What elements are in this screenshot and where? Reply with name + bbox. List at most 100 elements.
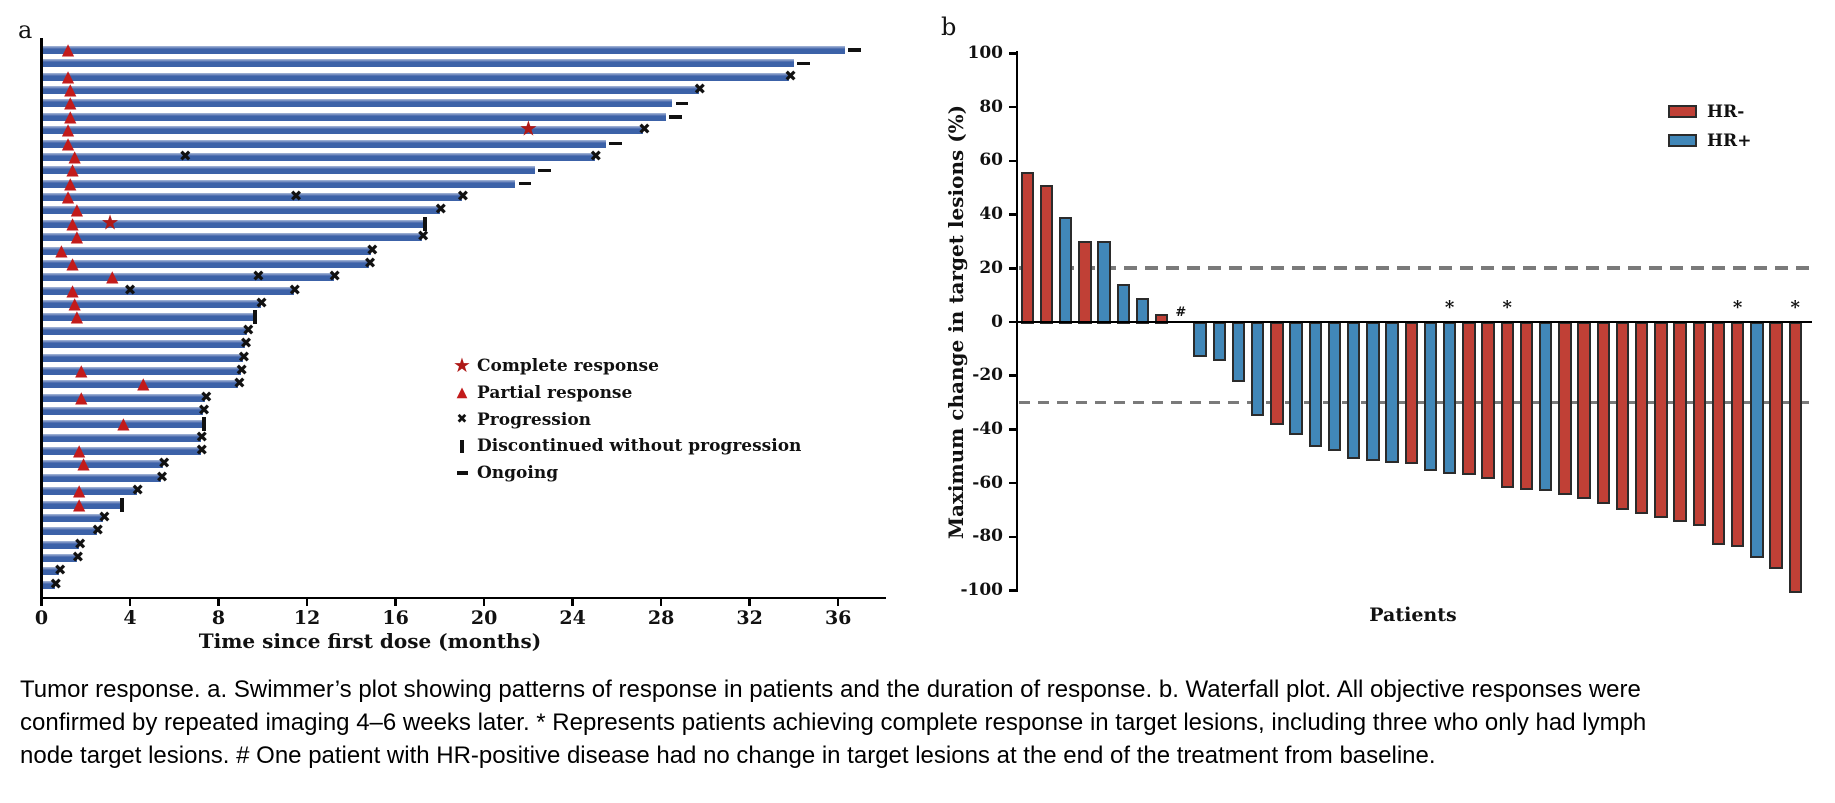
y-tick-label: -60 (972, 472, 1003, 493)
partial-response-triangle-icon: ▲ (75, 360, 88, 380)
waterfall-bar (1250, 322, 1265, 416)
y-axis-tick (1008, 428, 1016, 431)
legend-discontinued-bar-icon (460, 439, 464, 453)
x-axis-tick (40, 599, 43, 606)
y-axis-tick (1008, 481, 1016, 485)
progression-x-icon: ✖ (155, 468, 169, 487)
swimmer-bar (42, 527, 97, 536)
progression-x-icon: ✖ (179, 147, 192, 166)
reference-dashed-line (1019, 266, 1812, 271)
swimmer-bar (42, 259, 370, 268)
swimmer-bar (42, 340, 246, 349)
progression-x-icon: ✖ (289, 187, 303, 206)
y-axis-tick (1008, 267, 1016, 270)
progression-x-icon: ✖ (53, 561, 67, 580)
waterfall-bar (1730, 322, 1745, 548)
no-change-hash: # (1175, 304, 1187, 320)
panel-b-label: b (941, 13, 957, 41)
waterfall-bar (1404, 322, 1418, 465)
swimmer-bar (42, 513, 104, 522)
swimmer-bar (42, 313, 254, 322)
x-tick-label: 28 (647, 607, 675, 629)
y-tick-label: -20 (972, 365, 1003, 386)
swimmer-bar (42, 193, 462, 202)
legend-item-label: Progression (477, 409, 592, 430)
swimmer-bar (42, 433, 201, 442)
swimmer-bar (42, 460, 164, 469)
waterfall-bar (1596, 322, 1610, 505)
waterfall-bar (1500, 322, 1514, 489)
waterfall-bar (1654, 322, 1668, 518)
y-axis-title: Maximum change in target lesions (%) (944, 104, 968, 540)
waterfall-bar (1615, 322, 1630, 510)
progression-x-icon: ✖ (199, 387, 213, 406)
partial-response-triangle-icon: ▲ (55, 239, 68, 259)
progression-x-icon: ✖ (416, 227, 430, 246)
x-tick-label: 32 (736, 607, 763, 629)
swimmer-bar (42, 46, 845, 54)
partial-response-triangle-icon: ▲ (64, 173, 77, 193)
complete-response-asterisk: * (1790, 297, 1800, 318)
progression-x-icon: ✖ (131, 481, 144, 500)
ongoing-dash-icon (848, 48, 861, 52)
discontinued-bar-icon (202, 417, 207, 432)
progression-x-icon: ✖ (195, 427, 209, 446)
complete-response-asterisk: * (1502, 297, 1512, 318)
waterfall-bar (1327, 322, 1342, 451)
progression-x-icon: ✖ (91, 521, 105, 540)
waterfall-bar (1058, 217, 1073, 325)
progression-x-icon: ✖ (252, 267, 265, 286)
x-axis-tick (748, 599, 751, 606)
legend-item-label: Complete response (477, 356, 659, 376)
y-tick-label: 80 (979, 96, 1003, 117)
legend-partial-response-triangle-icon: ▲ (456, 384, 468, 401)
x-axis-title: Time since first dose (months) (198, 629, 542, 653)
swimmer-bar (42, 353, 243, 362)
partial-response-triangle-icon: ▲ (66, 253, 79, 273)
y-axis-tick (1008, 320, 1016, 324)
swimmer-bar (42, 166, 535, 175)
waterfall-bar (1462, 322, 1476, 475)
swimmer-bar (42, 273, 334, 282)
caption-line: Tumor response. a. Swimmer’s plot showin… (20, 676, 1641, 703)
legend-item-label: Partial response (477, 382, 633, 403)
progression-x-icon: ✖ (197, 401, 211, 420)
y-axis-tick (1008, 159, 1016, 163)
partial-response-triangle-icon: ▲ (117, 413, 130, 433)
partial-response-triangle-icon: ▲ (75, 386, 88, 406)
caption-line: node target lesions. # One patient with … (20, 742, 1436, 769)
legend-progression-x-icon: ✖ (456, 411, 468, 427)
swimmer-bar (42, 366, 241, 375)
ongoing-dash-icon (675, 101, 689, 106)
complete-response-star-icon: ★ (100, 210, 120, 235)
partial-response-triangle-icon: ▲ (106, 266, 119, 286)
partial-response-triangle-icon: ▲ (61, 132, 75, 152)
legend-item-label: Discontinued without progression (477, 436, 802, 457)
x-tick-label: 0 (34, 607, 49, 629)
waterfall-bar (1538, 322, 1553, 491)
waterfall-bar (1231, 322, 1246, 383)
x-tick-label: 36 (824, 607, 852, 629)
progression-x-icon: ✖ (71, 548, 85, 567)
y-tick-label: 20 (979, 257, 1003, 278)
partial-response-triangle-icon: ▲ (61, 66, 75, 86)
progression-x-icon: ✖ (123, 280, 137, 299)
waterfall-bar (1289, 322, 1303, 435)
x-axis-tick (217, 599, 220, 606)
waterfall-bar (1366, 322, 1380, 462)
progression-x-icon: ✖ (235, 361, 248, 380)
complete-response-asterisk: * (1444, 297, 1455, 318)
waterfall-bar (1135, 297, 1150, 325)
swimmer-bar (42, 179, 516, 188)
waterfall-bar (1711, 322, 1726, 545)
swimmer-bar (42, 567, 60, 576)
waterfall-bar (1097, 241, 1111, 325)
progression-x-icon: ✖ (288, 280, 302, 299)
partial-response-triangle-icon: ▲ (68, 293, 81, 313)
partial-response-triangle-icon: ▲ (72, 493, 86, 513)
progression-x-icon: ✖ (434, 200, 448, 219)
waterfall-bar (1769, 322, 1783, 569)
caption-line: confirmed by repeated imaging 4–6 weeks … (20, 709, 1647, 736)
discontinued-bar-icon (423, 216, 428, 231)
